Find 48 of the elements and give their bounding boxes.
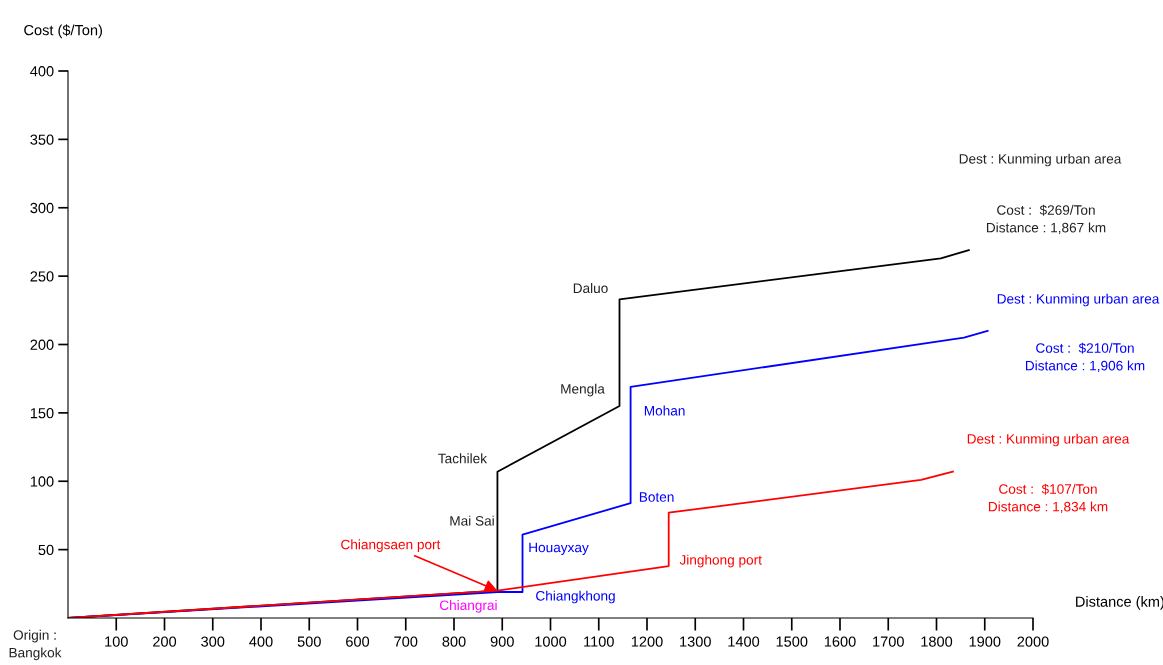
annotation: Chiangrai [439, 600, 497, 613]
annotation: Cost : $210/Ton Distance : 1,906 km [1025, 342, 1145, 373]
x-tick-label: 200 [153, 636, 177, 647]
x-tick-label: 1400 [728, 636, 760, 647]
annotation: Mai Sai [450, 515, 494, 526]
annotation: Dest : Kunming urban area [959, 153, 1122, 167]
x-tick-label: 1200 [631, 636, 663, 647]
annotation: Tachilek [438, 453, 488, 464]
x-tick-label: 1100 [584, 636, 614, 647]
y-tick-label: 400 [30, 66, 54, 77]
annotation: Mohan [644, 405, 685, 416]
y-axis-title: Cost ($/Ton) [24, 24, 102, 39]
annotation: Dest : Kunming urban area [997, 293, 1160, 307]
x-tick-label: 1600 [824, 636, 856, 647]
y-tick-label: 250 [30, 271, 54, 282]
x-tick-label: 1500 [776, 636, 808, 647]
annotation: Boten [639, 492, 674, 502]
x-tick-label: 1000 [535, 636, 567, 647]
x-tick-label: 1800 [921, 636, 953, 647]
y-tick-label: 150 [30, 407, 54, 419]
annotation: Chiangsaen port [341, 539, 441, 552]
x-tick-label: 300 [201, 636, 225, 647]
annotation: Daluo [573, 283, 608, 294]
annotation: Chiangkhong [536, 590, 615, 604]
annotation: Mengla [561, 383, 605, 397]
y-tick-label: 300 [30, 202, 54, 214]
y-tick-label: 200 [30, 339, 54, 350]
x-tick-label: 900 [490, 636, 514, 647]
x-tick-label: 2000 [1017, 636, 1049, 647]
x-tick-label: 1300 [680, 636, 711, 647]
x-tick-label: 1700 [873, 636, 904, 647]
y-tick-label: 100 [30, 476, 54, 487]
x-tick-label: 700 [394, 636, 418, 647]
x-tick-label: 1900 [969, 636, 1001, 647]
x-tick-label: 600 [346, 636, 370, 647]
annotation: Dest : Kunming urban area [967, 433, 1130, 447]
annotation: Jinghong port [679, 554, 762, 568]
x-tick-label: 400 [249, 636, 273, 647]
annotation: Origin : Bangkok [9, 629, 62, 661]
y-tick-label: 50 [38, 544, 54, 556]
x-tick-label: 800 [442, 636, 466, 647]
x-axis-title: Distance (km) [1076, 596, 1163, 610]
annotation: Cost : $269/Ton Distance : 1,867 km [986, 204, 1106, 235]
y-tick-label: 350 [30, 134, 54, 145]
annotation: Houayxay [529, 542, 589, 555]
x-tick-label: 500 [297, 636, 321, 647]
x-tick-label: 100 [105, 636, 128, 647]
annotation: Cost : $107/Ton Distance : 1,834 km [988, 483, 1108, 514]
